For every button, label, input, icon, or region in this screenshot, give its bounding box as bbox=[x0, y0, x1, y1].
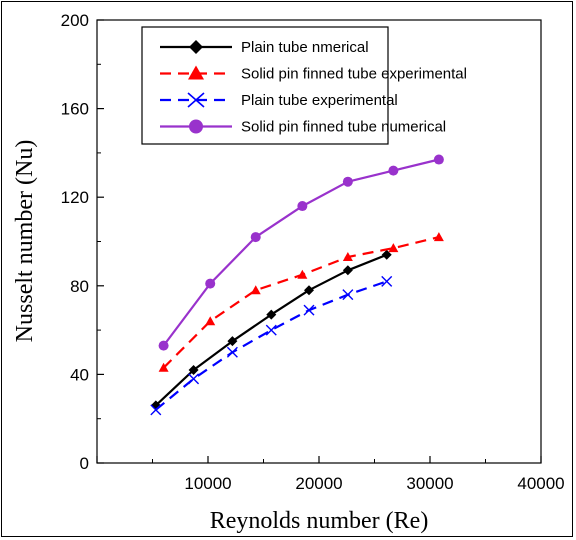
x-tick-label: 10000 bbox=[184, 474, 231, 493]
series-4 bbox=[158, 154, 444, 351]
legend-item-4: Solid pin finned tube numerical bbox=[160, 119, 446, 136]
y-tick-label: 80 bbox=[70, 277, 89, 296]
data-point bbox=[188, 364, 199, 375]
axis-ticks: 0 40 80 120 160 200 10000 20000 30000 40000 bbox=[61, 11, 565, 493]
data-point bbox=[342, 289, 354, 301]
y-tick-label: 120 bbox=[61, 188, 89, 207]
series-3 bbox=[150, 275, 393, 416]
data-point bbox=[342, 265, 353, 276]
data-point bbox=[150, 404, 162, 416]
data-point bbox=[342, 176, 353, 187]
data-point bbox=[388, 165, 399, 176]
legend: Plain tube nmerical Solid pin finned tube… bbox=[141, 26, 467, 145]
data-point bbox=[381, 249, 392, 260]
legend-label: Plain tube experimental bbox=[241, 92, 398, 109]
legend-item-2: Solid pin finned tube experimental bbox=[160, 65, 467, 83]
y-tick-label: 40 bbox=[70, 365, 89, 384]
data-point bbox=[303, 304, 315, 316]
data-point bbox=[433, 154, 444, 165]
legend-marker bbox=[187, 92, 205, 108]
legend-label: Solid pin finned tube numerical bbox=[241, 119, 446, 136]
data-point bbox=[226, 346, 238, 358]
data-point bbox=[342, 252, 353, 262]
data-point bbox=[388, 243, 399, 253]
data-point bbox=[227, 336, 238, 347]
data-point bbox=[250, 232, 261, 243]
legend-marker bbox=[188, 65, 204, 80]
data-point bbox=[205, 316, 216, 326]
data-point bbox=[304, 285, 315, 296]
data-point bbox=[433, 232, 444, 242]
series-layer bbox=[150, 154, 444, 416]
series-1 bbox=[150, 249, 392, 411]
data-point bbox=[266, 309, 277, 320]
legend-marker bbox=[189, 119, 203, 134]
data-point bbox=[265, 324, 277, 336]
y-axis-title: Nusselt number (Nu) bbox=[12, 140, 38, 343]
data-point bbox=[250, 285, 261, 295]
legend-label: Solid pin finned tube experimental bbox=[241, 66, 467, 83]
data-point bbox=[158, 340, 169, 351]
x-tick-label: 30000 bbox=[406, 474, 453, 493]
data-point bbox=[158, 362, 169, 372]
legend-marker bbox=[189, 40, 203, 54]
y-tick-label: 200 bbox=[61, 11, 89, 30]
legend-item-1: Plain tube nmerical bbox=[160, 39, 369, 56]
data-point bbox=[188, 373, 200, 385]
data-point bbox=[381, 275, 393, 287]
x-axis-title: Reynolds number (Re) bbox=[210, 508, 429, 534]
data-point bbox=[297, 201, 308, 212]
data-point bbox=[205, 278, 216, 289]
x-tick-label: 20000 bbox=[295, 474, 342, 493]
legend-item-3: Plain tube experimental bbox=[160, 92, 398, 109]
x-tick-label: 40000 bbox=[517, 474, 564, 493]
y-tick-label: 160 bbox=[61, 100, 89, 119]
series-2 bbox=[158, 232, 444, 372]
data-point bbox=[297, 269, 308, 279]
legend-label: Plain tube nmerical bbox=[241, 39, 369, 56]
y-tick-label: 0 bbox=[80, 454, 89, 473]
